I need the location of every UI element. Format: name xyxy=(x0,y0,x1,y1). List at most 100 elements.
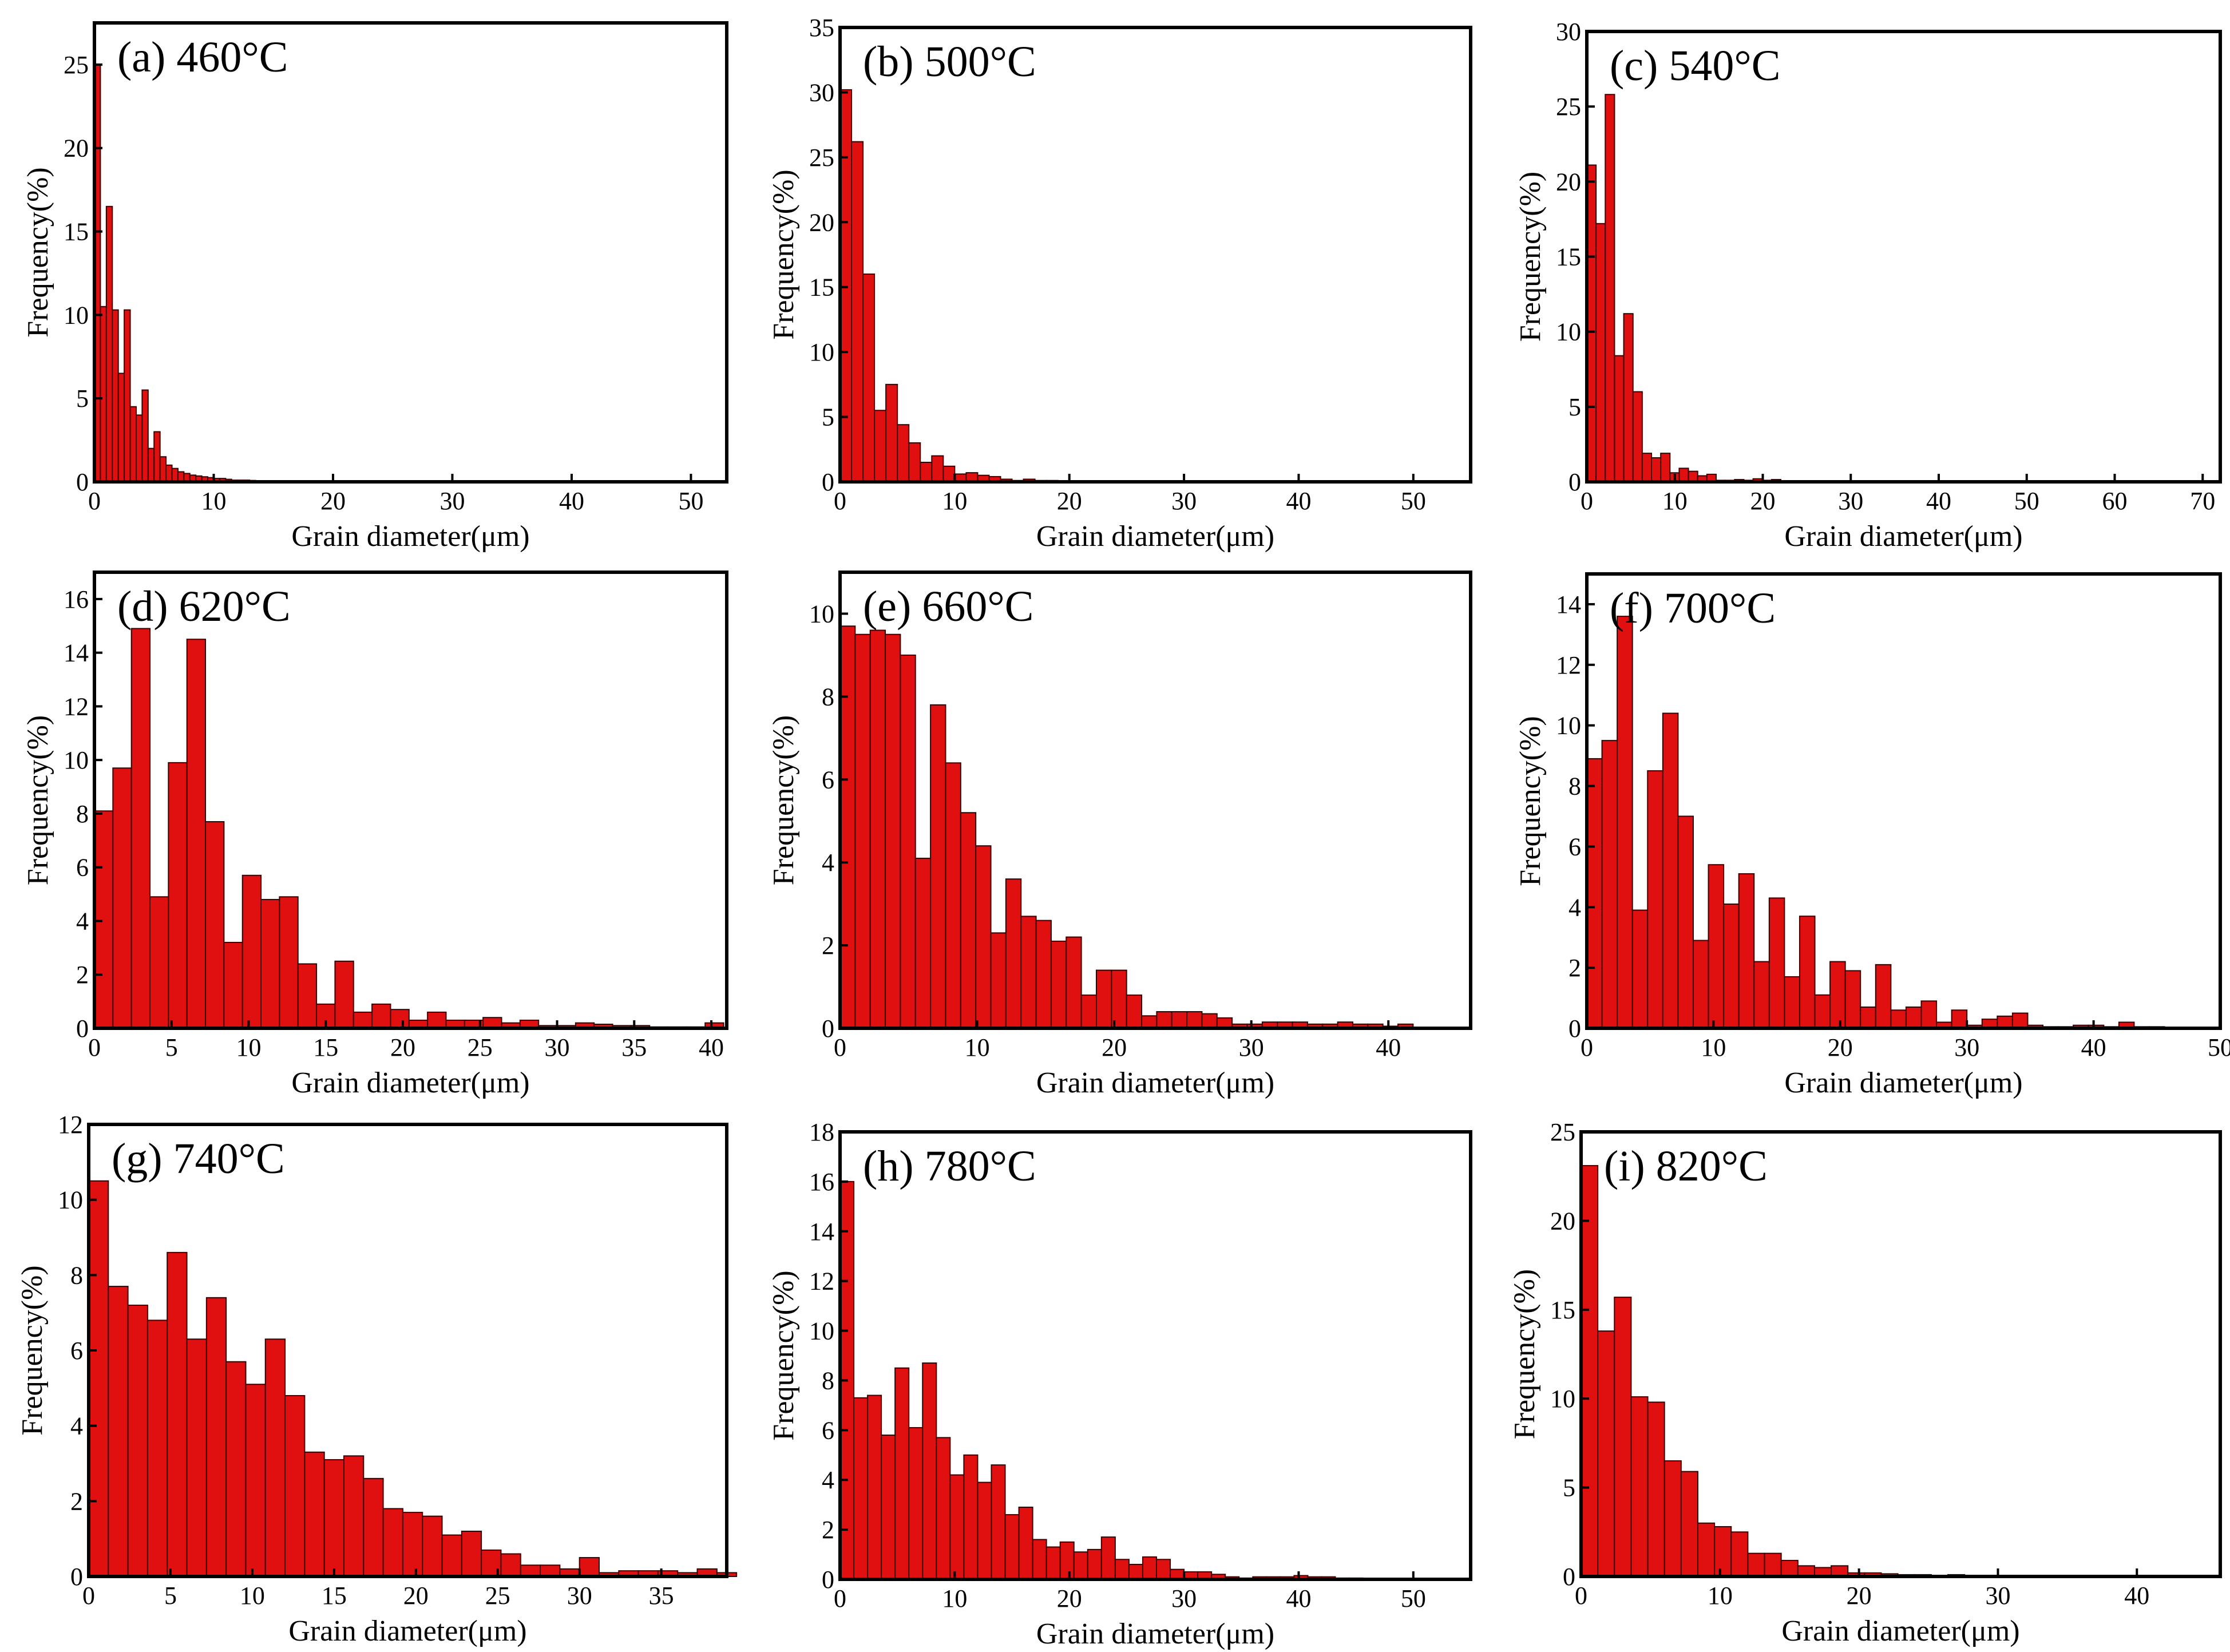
bar xyxy=(942,465,956,483)
x-tick-label: 20 xyxy=(1057,1584,1082,1613)
x-tick-label: 20 xyxy=(1828,1033,1853,1061)
bar xyxy=(1697,1522,1716,1578)
bar xyxy=(1714,1526,1732,1578)
bar xyxy=(1126,995,1143,1029)
bar xyxy=(1100,1536,1116,1580)
y-tick-label: 10 xyxy=(1550,1385,1575,1413)
x-tick-label: 50 xyxy=(2014,487,2039,515)
panel-title: (h) 780°C xyxy=(863,1142,1036,1190)
y-tick-label: 12 xyxy=(58,1111,83,1139)
y-tick-label: 12 xyxy=(1556,651,1581,679)
x-tick-label: 5 xyxy=(165,1033,178,1061)
y-tick-label: 15 xyxy=(809,274,834,302)
y-tick-label: 8 xyxy=(70,1261,83,1289)
bar xyxy=(1641,453,1653,483)
bar xyxy=(908,442,921,483)
bar xyxy=(371,1003,391,1029)
bar xyxy=(579,1557,600,1577)
x-tick-label: 20 xyxy=(1057,487,1082,515)
y-tick-label: 35 xyxy=(809,14,834,42)
y-tick-label: 10 xyxy=(1556,712,1581,740)
x-tick-label: 30 xyxy=(545,1033,570,1061)
bar xyxy=(1875,964,1892,1029)
panel-a: 0 10 20 30 40 50 0 5 10 15 20 25 Grain diameter(μm) F… xyxy=(22,21,728,553)
x-tick-label: 0 xyxy=(88,1033,101,1061)
bar xyxy=(977,1481,992,1580)
panel-title: (d) 620°C xyxy=(117,583,291,631)
bar xyxy=(1156,1559,1171,1580)
y-axis-label: Frequency(%) xyxy=(1508,1269,1541,1439)
bar xyxy=(1073,1551,1088,1580)
x-tick-label: 10 xyxy=(236,1033,262,1061)
x-tick-label: 20 xyxy=(1102,1033,1127,1061)
bar xyxy=(225,1361,247,1577)
y-tick-label: 15 xyxy=(64,218,89,246)
bar xyxy=(1723,903,1740,1029)
bar xyxy=(1631,909,1649,1029)
bar xyxy=(1662,712,1679,1029)
bar xyxy=(159,456,167,482)
plot-frame xyxy=(93,21,728,484)
bar xyxy=(108,1286,129,1577)
y-tick-label: 2 xyxy=(822,1516,834,1544)
bar xyxy=(1708,864,1725,1029)
bar xyxy=(1020,916,1037,1029)
bar xyxy=(165,464,173,483)
bar xyxy=(914,857,932,1029)
bar xyxy=(930,704,946,1029)
bar xyxy=(1784,976,1800,1029)
x-tick-label: 20 xyxy=(403,1582,429,1610)
bar xyxy=(990,932,1007,1029)
y-tick-label: 18 xyxy=(809,1118,834,1146)
bar xyxy=(1753,961,1770,1029)
x-tick-label: 25 xyxy=(485,1582,510,1610)
bar xyxy=(427,1011,447,1029)
bar xyxy=(422,1515,443,1578)
bar xyxy=(1647,1401,1665,1578)
bar xyxy=(1890,1009,1907,1029)
bar xyxy=(1829,961,1846,1029)
y-tick-label: 4 xyxy=(1568,893,1581,921)
x-tick-label: 40 xyxy=(1376,1033,1401,1061)
plot-frame xyxy=(838,1130,1472,1581)
x-tick-label: 35 xyxy=(649,1582,674,1610)
y-tick-label: 20 xyxy=(1550,1207,1575,1235)
bar xyxy=(949,1474,965,1580)
y-tick-label: 10 xyxy=(809,338,834,366)
bar xyxy=(147,447,155,483)
x-tick-label: 30 xyxy=(1239,1033,1264,1061)
x-tick-label: 50 xyxy=(2208,1033,2230,1061)
x-tick-label: 20 xyxy=(390,1033,415,1061)
bar xyxy=(1647,770,1663,1029)
bar xyxy=(1581,1165,1599,1577)
y-tick-label: 16 xyxy=(64,585,89,613)
bar xyxy=(1630,1396,1649,1578)
bar xyxy=(1738,873,1755,1029)
panel-title: (a) 460°C xyxy=(117,33,288,81)
bar xyxy=(1663,1460,1682,1577)
plot-frame xyxy=(93,571,728,1030)
bar xyxy=(869,629,886,1029)
x-axis-label: Grain diameter(μm) xyxy=(288,1615,526,1647)
panel-f: 0 10 20 30 40 50 0 2 4 6 8 10 12 14 Grain diameter(μm)… xyxy=(1514,572,2230,1099)
bar xyxy=(127,1305,148,1577)
bar xyxy=(112,309,119,483)
bar xyxy=(2011,1012,2029,1029)
x-axis-label: Grain diameter(μm) xyxy=(1784,1067,2022,1099)
y-tick-label: 15 xyxy=(1556,243,1581,271)
bar xyxy=(1678,468,1689,483)
bar xyxy=(1617,616,1633,1029)
bar xyxy=(130,628,151,1029)
bar xyxy=(1186,1011,1203,1029)
x-tick-label: 40 xyxy=(2081,1033,2106,1061)
x-axis-label: Grain diameter(μm) xyxy=(1036,520,1274,553)
y-tick-label: 0 xyxy=(1563,1563,1575,1591)
bar xyxy=(1951,1009,1968,1029)
bar xyxy=(1632,391,1643,482)
plot-frame xyxy=(1585,30,2222,484)
bar xyxy=(1201,1013,1218,1029)
panel-title: (i) 820°C xyxy=(1604,1142,1768,1190)
panel-b: 0 10 20 30 40 50 0 5 10 15 20 25 30 35 Grain diameter(… xyxy=(767,14,1472,553)
x-tick-label: 20 xyxy=(1847,1582,1872,1610)
y-tick-label: 8 xyxy=(822,1366,834,1395)
